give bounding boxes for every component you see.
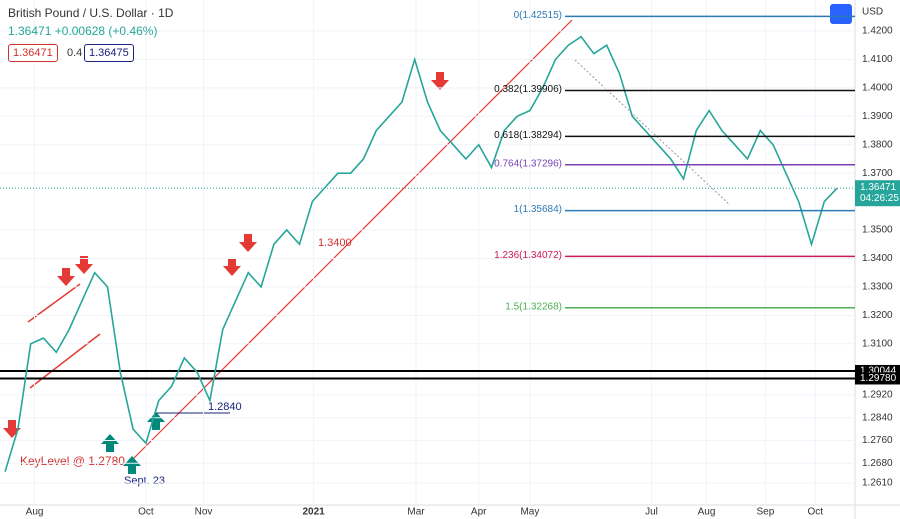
interval: 1D [158, 6, 174, 20]
y-tick-label: 1.2760 [862, 435, 893, 446]
x-tick-label: 2021 [302, 507, 325, 518]
y-tick-label: 1.3400 [862, 253, 893, 264]
arrow-down [75, 256, 93, 274]
spread: 0.4 [62, 44, 88, 62]
fib-diagonal [574, 59, 731, 206]
y-tick-label: 1.3500 [862, 225, 893, 236]
x-tick-label: Aug [698, 507, 716, 518]
current-price-box [855, 180, 900, 207]
current-price: 1.36471 [860, 182, 897, 193]
fib-label: 0(1.42515) [514, 10, 562, 21]
annotation: 1.2840 [208, 401, 242, 413]
x-tick-label: Aug [26, 507, 44, 518]
y-tick-label: 1.4200 [862, 26, 893, 37]
price-line [4, 35, 838, 472]
y-tick-label: 1.2920 [862, 390, 893, 401]
symbol-name: British Pound / U.S. Dollar [8, 6, 148, 20]
arrow-up [123, 456, 141, 474]
buy-box[interactable]: 1.36475 [84, 44, 134, 62]
fib-label: 0.382(1.39906) [494, 84, 562, 95]
y-tick-label: 1.2680 [862, 458, 893, 469]
y-tick-label: 1.3900 [862, 111, 893, 122]
x-tick-label: Mar [407, 507, 425, 518]
price-label: 1.30044 [860, 366, 897, 377]
x-tick-label: Jul [645, 507, 658, 518]
x-tick-label: Nov [195, 507, 213, 518]
price-label-box [855, 372, 900, 385]
fib-label: 0.764(1.37296) [494, 158, 562, 169]
annotation: KeyLevel @ 1.2780 [20, 454, 125, 468]
x-tick-label: Sep [757, 507, 775, 518]
arrow-up [101, 434, 119, 452]
fib-label: 1.236(1.34072) [494, 250, 562, 261]
arrow-down [223, 258, 241, 276]
x-tick-label: May [520, 507, 539, 518]
arrow-down [3, 420, 21, 438]
y-tick-label: 1.4000 [862, 83, 893, 94]
fib-label: 1(1.35684) [514, 204, 562, 215]
fib-label: 0.618(1.38294) [494, 130, 562, 141]
arrow-down [239, 234, 257, 252]
annotation: 1.3400 [318, 237, 352, 249]
fib-label: 1.5(1.32268) [505, 301, 562, 312]
y-tick-label: 1.2840 [862, 412, 893, 423]
y-tick-label: 1.3700 [862, 168, 893, 179]
sell-box[interactable]: 1.36471 [8, 44, 58, 62]
y-tick-label: 1.2610 [862, 478, 893, 489]
y-tick-label: 1.3100 [862, 338, 893, 349]
y-tick-label: 1.3300 [862, 282, 893, 293]
quote: 1.36471 +0.00628 (+0.46%) [8, 24, 158, 38]
arrow-up [147, 412, 165, 430]
button[interactable] [830, 4, 852, 24]
annotation: Sept. 23 [124, 475, 165, 487]
currency: USD [862, 7, 883, 18]
x-tick-label: Oct [138, 507, 154, 518]
y-tick-label: 1.3200 [862, 310, 893, 321]
y-tick-label: 1.4100 [862, 54, 893, 65]
y-tick-label: 1.3800 [862, 139, 893, 150]
symbol: British Pound / U.S. Dollar · 1D [8, 6, 174, 20]
price-label: 1.29780 [860, 373, 897, 384]
x-tick-label: Apr [471, 507, 487, 518]
arrow-down [57, 268, 75, 286]
x-tick-label: Oct [808, 507, 824, 518]
countdown: 04:26:25 [860, 193, 899, 204]
arrow-down [431, 72, 449, 90]
